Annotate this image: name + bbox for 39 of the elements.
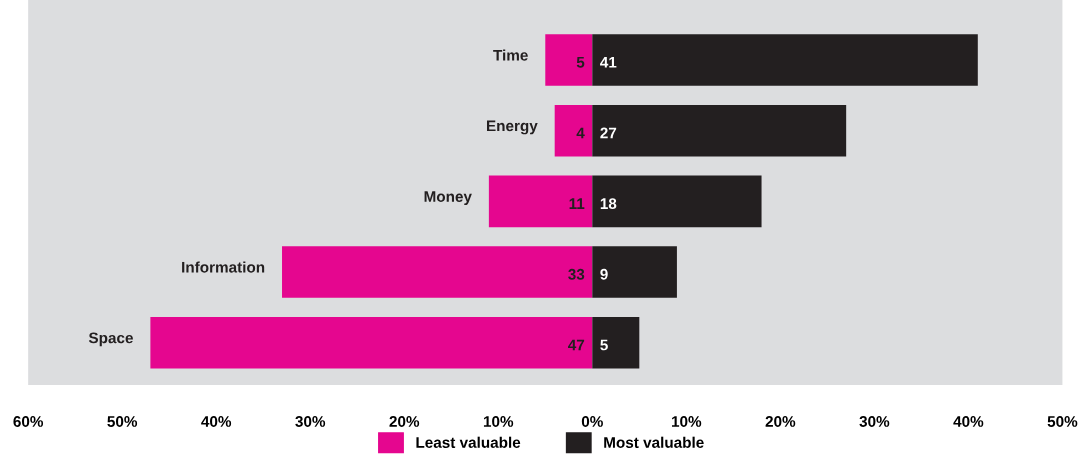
y-tick-label: Space (88, 332, 133, 347)
x-tick-label: 20% (389, 416, 420, 427)
data-label: 5 (600, 339, 608, 351)
x-tick-label: 40% (201, 416, 232, 427)
bar (554, 104, 593, 157)
y-tick-label: Energy (487, 120, 538, 135)
x-tick-label: 50% (107, 416, 138, 427)
data-label: 18 (600, 198, 617, 210)
bar (592, 246, 677, 298)
x-tick-label: 30% (859, 416, 890, 427)
data-label: 27 (600, 127, 617, 139)
bar (545, 34, 593, 86)
x-tick-label: 30% (295, 416, 326, 427)
bar (592, 175, 762, 228)
data-label: 5 (576, 57, 585, 68)
bar (488, 175, 593, 228)
bar (282, 246, 593, 298)
data-label: 11 (569, 198, 585, 209)
y-tick-label: Information (182, 261, 265, 273)
x-tick-label: 0% (581, 416, 603, 427)
data-label: 4 (576, 127, 585, 139)
legend-label: Least valuable (416, 436, 521, 448)
x-tick-label: 10% (483, 416, 514, 427)
x-tick-label: 40% (953, 416, 984, 427)
y-tick-label: Money (424, 191, 472, 205)
data-label: 9 (600, 268, 608, 280)
x-tick-label: 20% (765, 416, 796, 427)
data-label: 47 (568, 339, 585, 351)
bar (150, 316, 593, 369)
bar (592, 34, 978, 86)
legend-label: Most valuable (604, 436, 704, 448)
bar (592, 104, 847, 157)
data-label: 41 (600, 57, 617, 68)
y-tick-label: Time (493, 49, 528, 61)
bar (592, 316, 640, 369)
data-label: 33 (568, 268, 585, 280)
x-tick-label: 10% (672, 416, 702, 427)
x-tick-label: 60% (13, 416, 44, 427)
x-tick-label: 50% (1047, 416, 1078, 427)
